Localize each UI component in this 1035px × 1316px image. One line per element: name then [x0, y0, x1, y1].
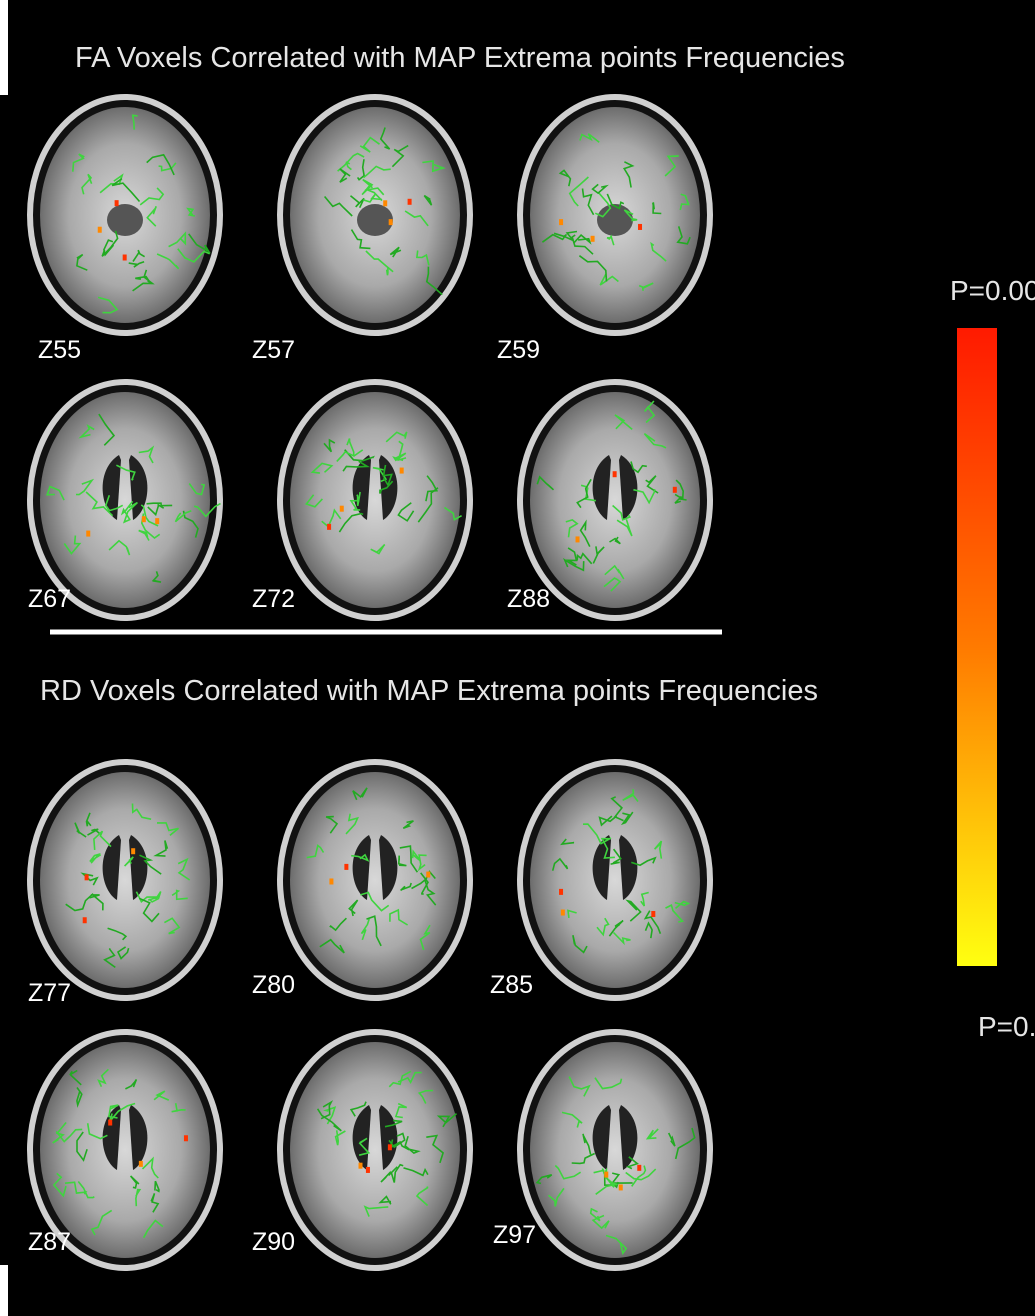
hotspot: [400, 468, 404, 474]
slice-label: Z87: [28, 1228, 71, 1256]
section-title: FA Voxels Correlated with MAP Extrema po…: [75, 42, 845, 74]
hotspot: [388, 1144, 392, 1150]
colorbar-max-label: P=0.001: [950, 275, 1035, 306]
hotspot: [340, 506, 344, 512]
hotspot: [638, 224, 642, 230]
brain-slice: [280, 382, 470, 618]
hotspot: [637, 1165, 641, 1171]
brain-slice: [520, 382, 710, 618]
hotspot: [359, 1163, 363, 1169]
slice-label: Z88: [507, 585, 550, 613]
brain-slice: [520, 97, 710, 333]
hotspot: [651, 911, 655, 917]
brain: [290, 392, 460, 608]
slice-label: Z90: [252, 1228, 295, 1256]
slice-label: Z77: [28, 979, 71, 1007]
slice-label: Z59: [497, 336, 540, 364]
hotspot: [329, 878, 333, 884]
brain-slice: [30, 97, 220, 333]
hotspot: [383, 200, 387, 206]
hotspot: [98, 227, 102, 233]
hotspot: [184, 1135, 188, 1141]
hotspot: [108, 1120, 112, 1126]
brain-slice: [280, 1032, 470, 1268]
slice-label: Z67: [28, 585, 71, 613]
hotspot: [389, 219, 393, 225]
hotspot: [613, 471, 617, 477]
slice-label: Z97: [493, 1221, 536, 1249]
slice-label: Z57: [252, 336, 295, 364]
brainstem: [597, 204, 633, 236]
brain: [530, 1042, 700, 1258]
hotspot: [591, 236, 595, 242]
hotspot: [123, 255, 127, 261]
hotspot: [86, 531, 90, 537]
hotspot: [561, 910, 565, 916]
hotspot: [327, 524, 331, 530]
hotspot: [576, 536, 580, 542]
brain: [290, 1042, 460, 1258]
hotspot: [426, 872, 430, 878]
slice-label: Z55: [38, 336, 81, 364]
hotspot: [85, 874, 89, 880]
edge: [0, 1265, 8, 1316]
section-title: RD Voxels Correlated with MAP Extrema po…: [40, 675, 818, 707]
hotspot: [559, 219, 563, 225]
hotspot: [408, 199, 412, 205]
brain: [290, 772, 460, 988]
hotspot: [344, 864, 348, 870]
figure: FA Voxels Correlated with MAP Extrema po…: [0, 0, 1035, 1316]
brain-slice: [30, 762, 220, 998]
edge: [0, 0, 8, 95]
brain-slice: [280, 97, 470, 333]
brain: [40, 1042, 210, 1258]
slice-label: Z80: [252, 971, 295, 999]
hotspot: [604, 1172, 608, 1178]
brain: [530, 392, 700, 608]
slice-label: Z72: [252, 585, 295, 613]
hotspot: [366, 1167, 370, 1173]
hotspot: [83, 917, 87, 923]
brain-slice: [520, 762, 710, 998]
brainstem: [107, 204, 143, 236]
hotspot: [155, 518, 159, 524]
hotspot: [619, 1184, 623, 1190]
brain: [530, 772, 700, 988]
brainstem: [357, 204, 393, 236]
slice-label: Z85: [490, 971, 533, 999]
hotspot: [559, 889, 563, 895]
hotspot: [673, 487, 677, 493]
hotspot: [131, 848, 135, 854]
brain-slice: [30, 382, 221, 618]
brain-slice: [520, 1032, 710, 1268]
colorbar-min-label: P=0.1: [978, 1011, 1035, 1042]
hotspot: [115, 200, 119, 206]
hotspot: [139, 1161, 143, 1167]
brain-slice: [280, 762, 470, 998]
colorbar: [957, 328, 997, 966]
brain: [40, 392, 210, 608]
hotspot: [142, 516, 146, 522]
